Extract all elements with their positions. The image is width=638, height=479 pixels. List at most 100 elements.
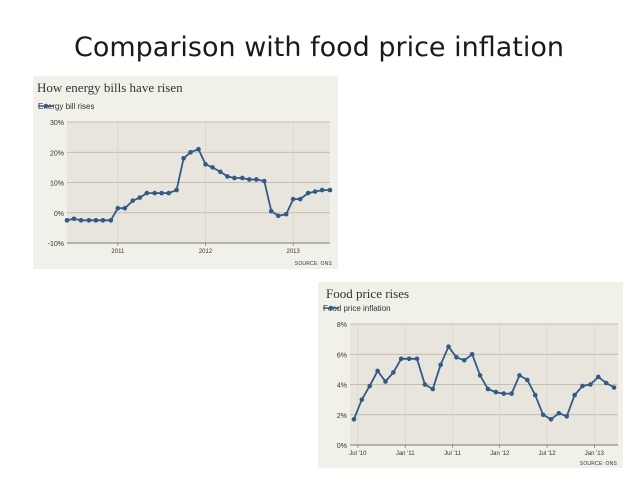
food-data-point — [525, 377, 530, 383]
food-data-point — [461, 358, 467, 363]
energy-ytick-label: 30% — [50, 120, 64, 127]
food-data-point — [485, 386, 491, 392]
energy-data-point — [93, 218, 99, 223]
energy-data-point — [100, 218, 106, 223]
energy-data-point — [240, 175, 245, 181]
food-data-point — [367, 383, 373, 389]
energy-data-point — [159, 190, 164, 196]
energy-data-point — [166, 190, 171, 196]
food-data-point — [375, 368, 380, 374]
food-data-point — [398, 356, 404, 362]
energy-data-point — [210, 165, 215, 170]
food-data-point — [611, 385, 617, 390]
energy-legend-label: Energy bill rises — [38, 102, 95, 111]
energy-data-point — [297, 196, 303, 202]
food-data-point — [540, 412, 546, 418]
energy-data-point — [152, 190, 157, 196]
energy-data-point — [196, 146, 201, 152]
energy-ytick-label: 0% — [54, 211, 64, 218]
food-xtick-label: Jan '13 — [585, 451, 605, 457]
energy-chart: 30% 20% 10% 0% -10% 2011 2012 2013 — [48, 120, 333, 255]
energy-data-point — [174, 187, 179, 193]
energy-ytick-label: 10% — [50, 181, 64, 188]
food-data-point — [351, 416, 357, 422]
energy-data-point — [188, 149, 193, 155]
food-data-point — [438, 362, 443, 368]
energy-data-point — [261, 178, 267, 184]
food-xtick-label: Jan '11 — [396, 451, 415, 457]
food-data-point — [603, 380, 609, 386]
food-series-line — [353, 344, 615, 421]
food-data-point — [548, 416, 554, 422]
energy-chart-title: How energy bills have risen — [37, 80, 183, 95]
food-data-point — [493, 389, 499, 395]
energy-legend-swatch — [38, 103, 54, 109]
food-ytick-label: 2% — [337, 413, 347, 420]
energy-data-point — [86, 218, 92, 223]
food-legend: Food price inflation — [323, 304, 391, 313]
food-data-point — [446, 344, 451, 349]
food-data-point — [469, 351, 475, 357]
food-data-point — [454, 354, 459, 360]
food-ytick-label: 6% — [337, 352, 347, 359]
food-ytick-label: 0% — [337, 443, 347, 450]
energy-data-point — [283, 211, 289, 217]
energy-data-point — [290, 196, 296, 202]
food-xtick-label: Jul '10 — [349, 451, 367, 457]
food-data-point — [588, 382, 593, 387]
energy-data-point — [225, 174, 230, 179]
food-chart-panel: 8% 6% 4% 2% 0% Jul '10 Jan '11 Jul '11 Jan '12 Ju… — [318, 282, 623, 468]
food-data-point — [532, 392, 538, 398]
energy-data-point — [319, 187, 325, 193]
energy-data-point — [181, 156, 186, 161]
food-data-point — [477, 373, 483, 378]
food-data-point — [359, 397, 365, 402]
energy-source: SOURCE: ONS — [294, 261, 332, 267]
energy-data-point — [137, 195, 143, 200]
food-data-point — [391, 370, 396, 375]
energy-data-point — [268, 208, 274, 214]
food-data-point — [501, 391, 507, 396]
energy-chart-panel: 30% 20% 10% 0% -10% 2011 2012 2013 How energy b… — [33, 76, 338, 269]
food-source: SOURCE: ONS — [579, 461, 617, 467]
food-data-point — [414, 356, 420, 362]
energy-data-point — [122, 205, 128, 211]
energy-data-point — [247, 177, 252, 182]
energy-data-point — [232, 175, 237, 181]
food-ytick-label: 8% — [337, 322, 347, 329]
food-data-point — [422, 382, 428, 387]
food-data-point — [383, 379, 388, 384]
energy-data-point — [254, 177, 259, 182]
energy-data-point — [130, 198, 136, 203]
energy-data-point — [275, 213, 281, 219]
food-chart: 8% 6% 4% 2% 0%Jul '10 Jan '11 Jul '11 Jan '12 Ju… — [337, 322, 618, 457]
energy-data-point — [144, 190, 150, 196]
energy-data-point — [305, 190, 311, 196]
energy-data-point — [108, 218, 114, 223]
energy-data-point — [78, 218, 84, 223]
food-data-point — [572, 392, 577, 398]
slide-title: Comparison with food price inflation — [73, 32, 565, 63]
energy-xtick-label: 2011 — [111, 249, 125, 255]
food-xtick-label: Jul '12 — [538, 451, 556, 457]
energy-data-point — [218, 169, 223, 175]
food-data-point — [509, 391, 514, 396]
food-chart-title: Food price rises — [326, 286, 410, 301]
food-data-point — [564, 413, 570, 419]
energy-ytick-label: -10% — [48, 241, 64, 248]
food-xtick-label: Jan '12 — [490, 451, 510, 457]
food-data-point — [517, 373, 522, 378]
food-data-point — [406, 356, 412, 362]
energy-data-point — [115, 205, 121, 211]
energy-data-point — [327, 187, 333, 193]
food-legend-swatch — [323, 305, 339, 311]
energy-legend: Energy bill rises — [38, 102, 94, 111]
energy-data-point — [64, 218, 70, 223]
food-ytick-label: 4% — [337, 383, 347, 390]
energy-data-point — [203, 162, 208, 167]
food-data-point — [556, 410, 562, 416]
energy-data-point — [71, 216, 77, 222]
energy-data-point — [312, 189, 318, 194]
food-data-point — [430, 386, 436, 392]
energy-xtick-label: 2012 — [199, 249, 213, 255]
